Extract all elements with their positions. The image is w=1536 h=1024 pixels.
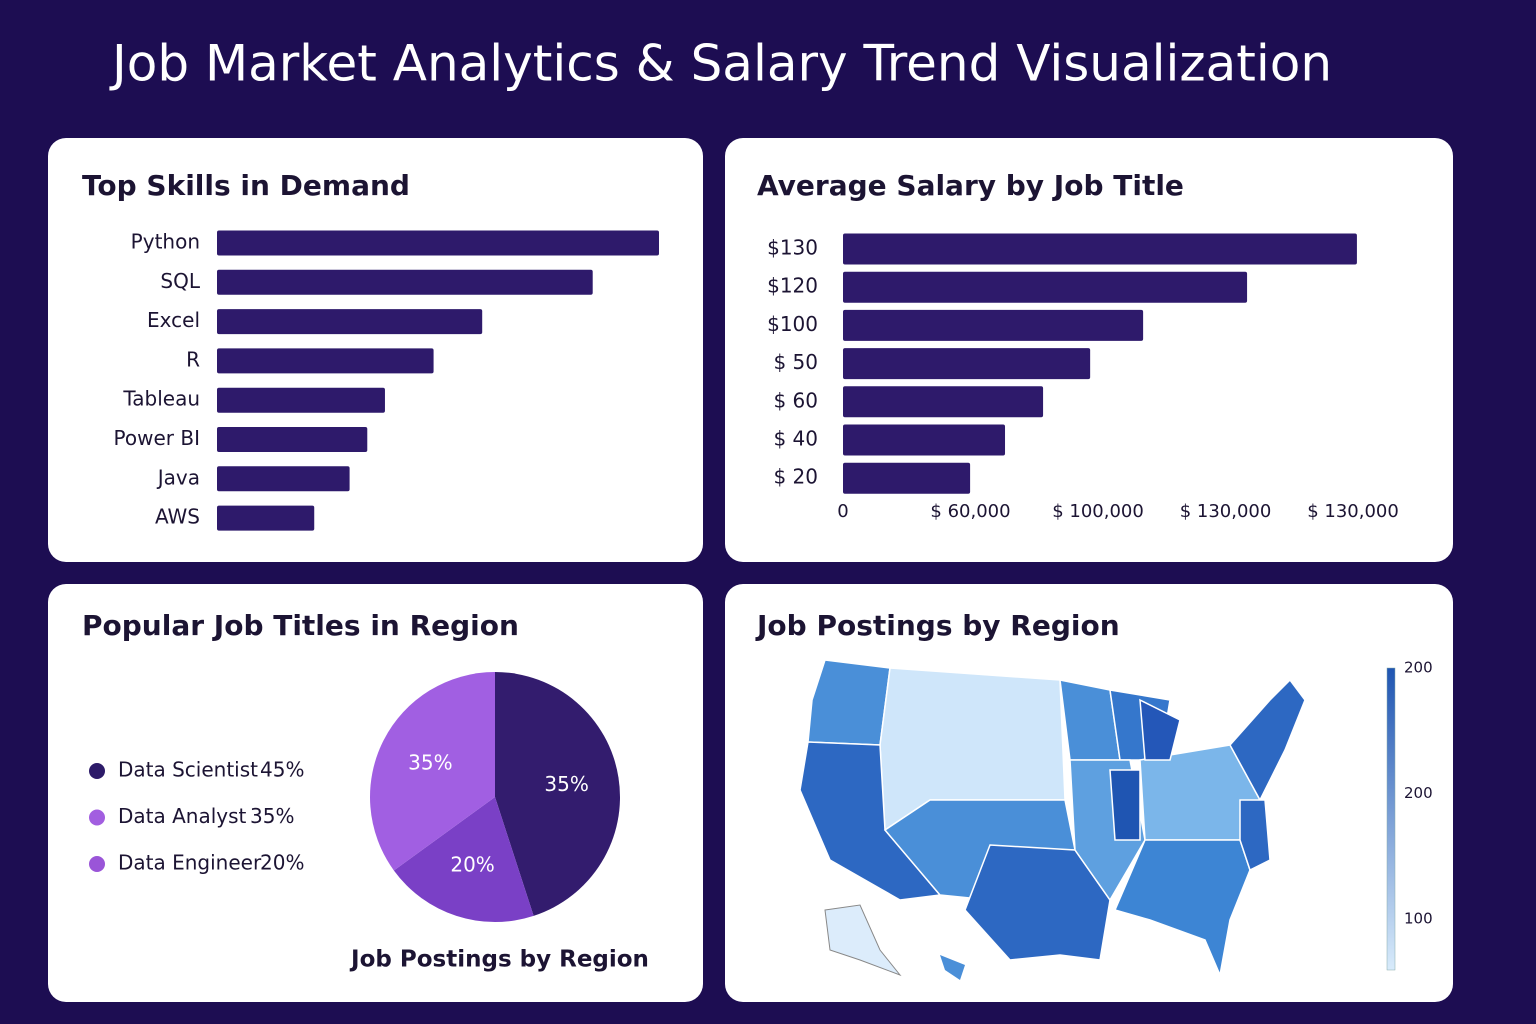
bar [217, 309, 483, 335]
legend-label: Data Scientist [118, 758, 258, 782]
x-tick-label: $ 130,000 [1180, 501, 1272, 522]
y-tick-label: Java [156, 465, 200, 489]
bar [843, 348, 1091, 380]
y-tick-label: Excel [147, 308, 200, 332]
slice-label: 35% [544, 772, 588, 796]
legend-value: 35% [250, 804, 294, 828]
slice-label: 20% [450, 852, 494, 876]
colorbar-label: 100 [1404, 910, 1433, 928]
colorbar-label: 200 [1404, 784, 1433, 802]
x-tick-label: $ 60,000 [930, 501, 1010, 522]
bar [217, 348, 434, 374]
x-tick-label: $ 100,000 [1052, 501, 1144, 522]
legend-swatch [89, 856, 105, 872]
y-tick-label: Python [131, 230, 200, 254]
y-tick-label: $120 [767, 274, 818, 298]
bar [843, 386, 1044, 418]
bar [217, 466, 350, 492]
pie-slice [495, 672, 620, 916]
page-title: Job Market Analytics & Salary Trend Visu… [109, 35, 1332, 93]
chart-title: Top Skills in Demand [82, 169, 410, 202]
pie-slice [393, 797, 534, 922]
chart-title: Average Salary by Job Title [757, 169, 1184, 202]
us-map [799, 659, 1306, 978]
bar [217, 230, 659, 256]
y-tick-label: $130 [767, 236, 818, 260]
hawaii [940, 955, 965, 980]
chart-title: Popular Job Titles in Region [82, 609, 519, 642]
legend-label: Data Engineer [118, 851, 262, 875]
y-tick-label: R [186, 347, 200, 371]
legend-swatch [89, 809, 105, 826]
legend-value: 20% [260, 851, 304, 875]
legend-swatch [89, 763, 105, 779]
bar [843, 424, 1006, 456]
colorbar [1386, 667, 1396, 971]
bar [217, 505, 315, 531]
y-tick-label: Tableau [122, 387, 200, 411]
bar [217, 387, 385, 413]
y-tick-label: $ 60 [773, 388, 818, 412]
bar [843, 309, 1144, 341]
pie-slice [370, 672, 495, 871]
x-tick-label: 0 [837, 501, 848, 522]
y-tick-label: SQL [160, 269, 200, 293]
y-tick-label: $ 40 [773, 427, 818, 451]
bar [217, 269, 593, 295]
chart-title: Job Postings by Region [755, 609, 1120, 642]
x-tick-label: $ 130,000 [1307, 501, 1399, 522]
y-tick-label: AWS [155, 505, 200, 529]
y-tick-label: $ 50 [773, 350, 818, 374]
pie-caption: Job Postings by Region [349, 947, 649, 973]
alaska [824, 904, 902, 977]
y-tick-label: $100 [767, 312, 818, 336]
slice-label: 35% [408, 751, 452, 775]
colorbar-label: 200 [1404, 659, 1433, 677]
y-tick-label: Power BI [114, 426, 200, 450]
bar [217, 427, 368, 452]
bar [843, 271, 1248, 303]
y-tick-label: $ 20 [773, 465, 818, 489]
legend-value: 45% [260, 758, 304, 782]
bar [843, 462, 971, 494]
legend-label: Data Analyst [118, 804, 247, 828]
bar [843, 233, 1357, 265]
